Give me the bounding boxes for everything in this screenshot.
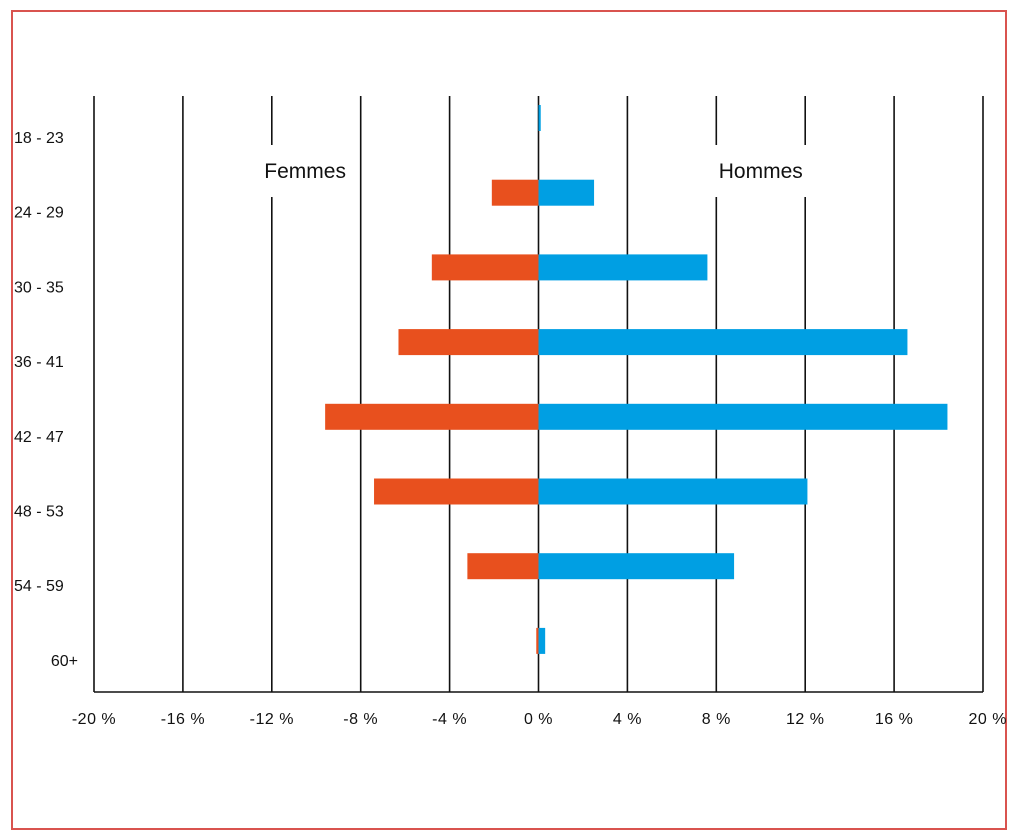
bar-femmes-30-35 (431, 254, 539, 281)
bar-hommes-36-41 (538, 329, 908, 356)
x-tick-label: -4 % (432, 711, 467, 728)
bar-femmes-54-59 (467, 553, 539, 580)
x-tick-label: -20 % (72, 711, 116, 728)
x-tick-label: 12 % (786, 711, 824, 728)
bar-femmes-60 (536, 627, 539, 654)
category-label: 48 - 53 (14, 504, 64, 521)
x-tick-label: 16 % (875, 711, 913, 728)
bars (325, 105, 948, 654)
bar-hommes-54-59 (538, 553, 735, 580)
bar-femmes-48-53 (374, 478, 539, 505)
x-tick-label: 0 % (524, 711, 553, 728)
bar-femmes-24-29 (491, 179, 539, 206)
bar-hommes-60 (538, 627, 546, 654)
bar-hommes-42-47 (538, 403, 948, 430)
bar-hommes-30-35 (538, 254, 708, 281)
x-tick-label: 20 % (969, 711, 1007, 728)
bar-hommes-18-23 (538, 105, 541, 131)
category-label: 18 - 23 (14, 130, 64, 147)
x-tick-label: -16 % (161, 711, 205, 728)
category-label: 54 - 59 (14, 578, 64, 595)
category-label: 30 - 35 (14, 279, 64, 296)
legend-label-femmes: Femmes (264, 160, 346, 183)
x-tick-label: 8 % (702, 711, 731, 728)
category-label: 24 - 29 (14, 205, 64, 222)
legend: Femmes Hommes (264, 160, 802, 183)
x-tick-label: -8 % (343, 711, 378, 728)
x-tick-label: 4 % (613, 711, 642, 728)
bar-femmes-42-47 (325, 403, 539, 430)
legend-label-hommes: Hommes (719, 160, 803, 183)
population-pyramid-chart: -20 % -16 % -12 % -8 % -4 % 0 % 4 % 8 % 12 % 16 %… (14, 96, 1007, 728)
category-label: 36 - 41 (14, 354, 64, 371)
x-tick-label: -12 % (250, 711, 294, 728)
gridlines (93, 96, 984, 692)
bar-hommes-48-53 (538, 478, 808, 505)
bar-hommes-24-29 (538, 179, 595, 206)
category-label: 42 - 47 (14, 429, 64, 446)
category-labels: 18 - 23 24 - 29 30 - 35 36 - 41 42 - 47 48 - … (14, 130, 78, 670)
x-axis: -20 % -16 % -12 % -8 % -4 % 0 % 4 % 8 % 12 % 16 %… (72, 691, 1007, 728)
category-label: 60+ (51, 653, 78, 670)
bar-femmes-36-41 (398, 329, 539, 356)
